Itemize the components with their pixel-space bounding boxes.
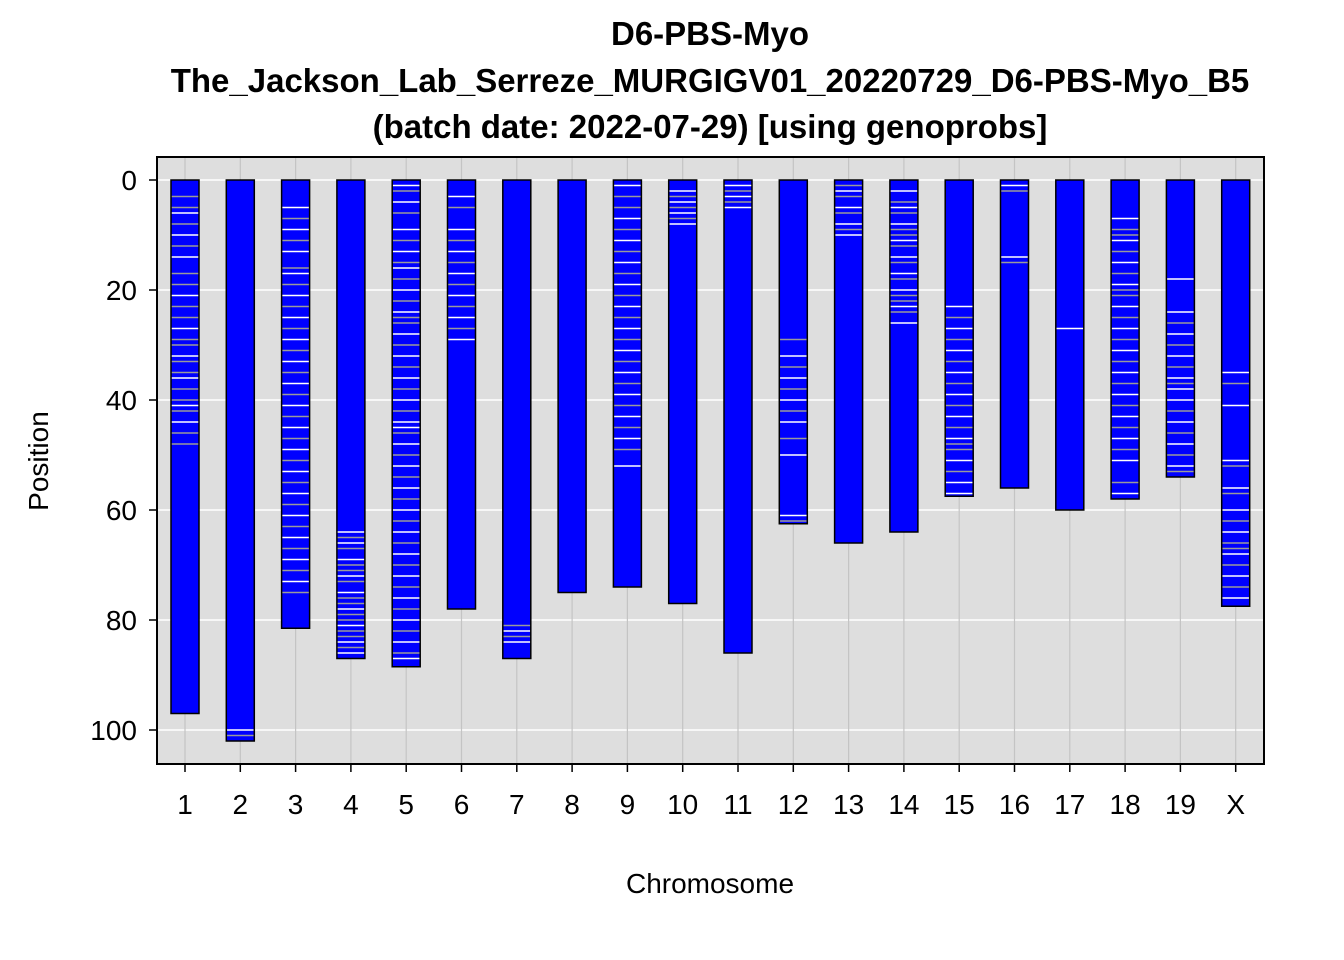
x-tick-label-11: 11 (723, 789, 752, 820)
x-tick-label-15: 15 (944, 789, 975, 820)
chromosome-8 (557, 179, 587, 594)
x-tick-label-18: 18 (1110, 789, 1141, 820)
y-tick-label-60: 60 (106, 495, 137, 526)
chromosome-14-bar (889, 180, 918, 532)
chromosome-13-outline (833, 179, 864, 544)
chromosome-6-bar (447, 180, 476, 609)
y-tick-label-20: 20 (106, 275, 137, 306)
x-tick-label-12: 12 (778, 789, 809, 820)
chromosome-5-outline (391, 179, 421, 668)
x-tick-label-1: 1 (177, 789, 193, 820)
chromosome-4 (336, 179, 366, 660)
chromosome-4-bar (336, 180, 365, 659)
chromosome-12 (778, 179, 809, 525)
x-tick-label-9: 9 (620, 789, 636, 820)
x-tick-label-X: X (1226, 789, 1245, 820)
x-axis-label: Chromosome (626, 868, 794, 899)
chromosome-16-outline (999, 179, 1030, 489)
chart-title-line-3: (batch date: 2022-07-29) [using genoprob… (373, 108, 1048, 145)
x-axis: 1 2 3 4 5 6 7 8 9 10 11 12 13 14 15 16 17 18 19 X (177, 764, 1245, 820)
y-tick-label-40: 40 (106, 385, 137, 416)
chromosome-19-outline (1165, 179, 1196, 478)
x-tick-label-7: 7 (509, 789, 525, 820)
chromosome-15-outline (944, 179, 974, 497)
chromosome-2 (225, 179, 256, 742)
chromosome-9-outline (612, 179, 643, 588)
x-tick-label-8: 8 (564, 789, 580, 820)
chromosome-1-bar (171, 180, 199, 714)
chromosome-X (1220, 179, 1251, 607)
y-tick-label-0: 0 (121, 165, 137, 196)
x-tick-label-10: 10 (667, 789, 698, 820)
chromosome-14-outline (889, 179, 919, 533)
chromosome-19-bar (1166, 180, 1195, 477)
chromosome-18-outline (1110, 179, 1140, 500)
x-tick-label-2: 2 (233, 789, 249, 820)
chromosome-6 (446, 179, 477, 610)
chart-title-line-2: The_Jackson_Lab_Serreze_MURGIGV01_202207… (171, 62, 1250, 99)
chromosome-4-outline (336, 179, 366, 660)
x-tick-label-13: 13 (833, 789, 864, 820)
chromosome-17-outline (1055, 179, 1085, 511)
chromosome-10 (667, 179, 698, 605)
chromosome-11-bar (724, 180, 752, 653)
chromosome-17 (1055, 179, 1085, 511)
plot-area-background (157, 157, 1264, 764)
chromosome-8-bar (558, 180, 587, 593)
y-axis-label: Position (23, 411, 54, 511)
y-axis: 0 20 40 60 80 100 (90, 165, 157, 746)
x-tick-label-17: 17 (1054, 789, 1085, 820)
chromosome-14 (889, 179, 919, 533)
x-tick-label-19: 19 (1165, 789, 1196, 820)
chromosome-5 (391, 179, 421, 668)
plot-area-frame (156, 156, 1265, 765)
x-tick-label-16: 16 (999, 789, 1030, 820)
chromosome-2-outline (225, 179, 256, 742)
chromosome-bars (170, 179, 1251, 742)
x-tick-label-5: 5 (398, 789, 414, 820)
chromosome-3-bar (281, 180, 310, 629)
chromosome-1-outline (170, 179, 200, 715)
chromosome-X-outline (1220, 179, 1251, 607)
chromosome-12-bar (779, 180, 808, 524)
chromosome-11-outline (723, 179, 753, 654)
chromosome-7-bar (502, 180, 531, 659)
chromosome-9 (612, 179, 643, 588)
x-tick-label-6: 6 (454, 789, 470, 820)
chromosome-17-bar (1055, 180, 1084, 510)
chromosome-18 (1110, 179, 1140, 500)
chromosome-3 (280, 179, 311, 629)
chart-title-line-1: D6-PBS-Myo (611, 15, 809, 52)
chromosome-13-bar (834, 180, 863, 543)
chromosome-5-bar (392, 180, 421, 667)
chromosome-2-bar (226, 180, 255, 741)
chromosome-13 (833, 179, 864, 544)
chromosome-X-bar (1221, 180, 1250, 607)
chromosome-10-outline (667, 179, 698, 605)
chromosome-8-outline (557, 179, 587, 594)
y-tick-label-80: 80 (106, 605, 137, 636)
chromosome-3-outline (280, 179, 311, 629)
chromosome-10-bar (668, 180, 697, 604)
chromosome-16 (999, 179, 1030, 489)
chromosome-16-bar (1000, 180, 1029, 488)
chromosome-7-outline (502, 179, 532, 660)
chromosome-6-outline (446, 179, 477, 610)
chromosome-11 (723, 179, 753, 654)
chromosome-19 (1165, 179, 1196, 478)
chromosome-7 (502, 179, 532, 660)
x-tick-label-14: 14 (888, 789, 919, 820)
chromosome-15 (944, 179, 974, 497)
x-tick-label-4: 4 (343, 789, 359, 820)
x-tick-label-3: 3 (288, 789, 304, 820)
chromosome-12-outline (778, 179, 809, 525)
y-tick-label-100: 100 (90, 715, 137, 746)
chromosome-1 (170, 179, 200, 715)
